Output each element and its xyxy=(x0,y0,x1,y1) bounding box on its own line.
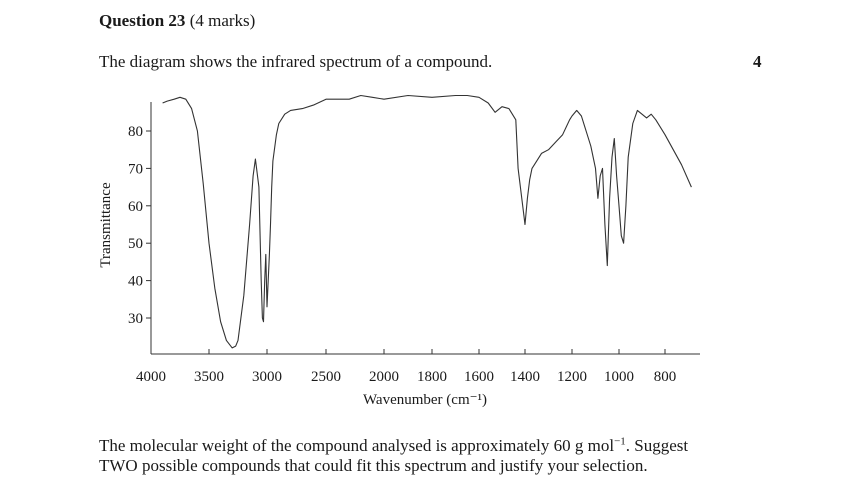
question-body-line-2: TWO possible compounds that could fit th… xyxy=(99,456,648,475)
y-tick-label: 60 xyxy=(128,199,143,215)
suggest-text: . Suggest xyxy=(625,436,689,455)
y-tick-label: 40 xyxy=(128,274,143,290)
question-intro: The diagram shows the infrared spectrum … xyxy=(99,52,493,71)
x-tick-label: 2500 xyxy=(311,369,341,385)
y-tick-label: 50 xyxy=(128,236,143,252)
x-tick-label: 1400 xyxy=(510,369,540,385)
y-tick-label: 80 xyxy=(128,124,143,140)
x-tick-label: 800 xyxy=(654,369,677,385)
y-axis-label: Transmittance xyxy=(98,182,114,268)
x-tick-label: 1600 xyxy=(464,369,494,385)
x-axis-label: Wavenumber (cm⁻¹) xyxy=(363,392,487,408)
margin-marks: 4 xyxy=(753,52,762,71)
x-tick-label: 3500 xyxy=(194,369,224,385)
x-tick-label: 2000 xyxy=(369,369,399,385)
x-tick-label: 1800 xyxy=(417,369,447,385)
x-tick-label: 4000 xyxy=(136,369,166,385)
spectrum-line xyxy=(162,94,692,349)
question-marks: (4 marks) xyxy=(189,11,256,30)
question-body: The molecular weight of the compound ana… xyxy=(99,436,759,476)
x-tick-label: 1000 xyxy=(604,369,634,385)
mw-text: The molecular weight of the compound ana… xyxy=(99,436,615,455)
ir-spectrum-chart: 4000 3500 3000 2500 2000 1800 1600 1400 1200 1000… xyxy=(98,94,700,408)
x-tick-label: 3000 xyxy=(252,369,282,385)
x-tick-label: 1200 xyxy=(557,369,587,385)
y-tick-label: 30 xyxy=(128,311,143,327)
question-number: Question 23 xyxy=(99,11,186,30)
question-body-line-1: The molecular weight of the compound ana… xyxy=(99,436,759,456)
unit-exponent: −1 xyxy=(614,435,626,448)
y-tick-label: 70 xyxy=(128,161,143,177)
question-heading: Question 23 (4 marks) xyxy=(99,11,255,31)
